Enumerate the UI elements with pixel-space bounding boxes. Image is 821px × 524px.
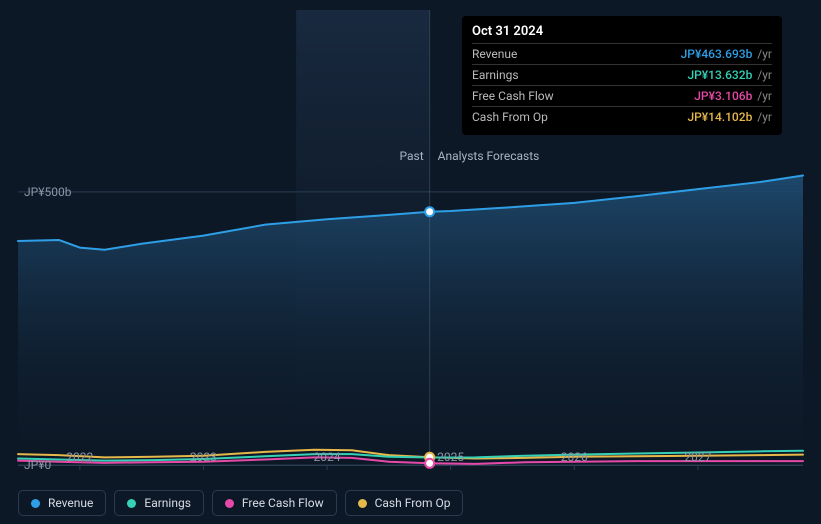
legend-item-label: Earnings bbox=[144, 496, 191, 510]
legend-item-revenue[interactable]: Revenue bbox=[18, 490, 106, 516]
y-axis-label: JP¥500b bbox=[24, 185, 71, 199]
tooltip-row-unit: /yr bbox=[754, 89, 772, 103]
tooltip-row-value: JP¥13.632b bbox=[687, 68, 752, 82]
tooltip-row: Free Cash Flow JP¥3.106b /yr bbox=[472, 85, 772, 106]
tooltip-row: Revenue JP¥463.693b /yr bbox=[472, 43, 772, 64]
past-section-label: Past bbox=[400, 149, 424, 163]
x-axis-tick: 2023 bbox=[190, 450, 217, 464]
tooltip-title: Oct 31 2024 bbox=[472, 24, 772, 39]
tooltip-row-value: JP¥463.693b bbox=[681, 47, 753, 61]
legend-item-earnings[interactable]: Earnings bbox=[114, 490, 204, 516]
x-axis-tick: 2027 bbox=[684, 450, 711, 464]
legend-item-label: Cash From Op bbox=[375, 496, 451, 510]
legend-swatch-icon bbox=[31, 499, 40, 508]
tooltip-row-label: Free Cash Flow bbox=[472, 89, 554, 103]
tooltip-row-unit: /yr bbox=[754, 68, 772, 82]
legend-item-label: Revenue bbox=[48, 496, 93, 510]
legend-item-cash_from_op[interactable]: Cash From Op bbox=[345, 490, 464, 516]
tooltip-row-label: Revenue bbox=[472, 47, 517, 61]
earnings-forecast-chart: JP¥500b JP¥0 Past Analysts Forecasts 202… bbox=[0, 0, 821, 524]
tooltip-row: Cash From Op JP¥14.102b /yr bbox=[472, 106, 772, 127]
tooltip-row-label: Earnings bbox=[472, 68, 519, 82]
legend-swatch-icon bbox=[127, 499, 136, 508]
tooltip-row: Earnings JP¥13.632b /yr bbox=[472, 64, 772, 85]
chart-tooltip: Oct 31 2024 RevenueJP¥463.693b /yrEarnin… bbox=[462, 16, 782, 135]
forecast-section-label: Analysts Forecasts bbox=[438, 149, 540, 163]
legend-item-fcf[interactable]: Free Cash Flow bbox=[212, 490, 337, 516]
tooltip-row-value: JP¥14.102b bbox=[687, 110, 752, 124]
x-axis-tick: 2022 bbox=[66, 450, 93, 464]
y-axis-label: JP¥0 bbox=[24, 458, 51, 472]
tooltip-row-value: JP¥3.106b bbox=[694, 89, 752, 103]
tooltip-row-unit: /yr bbox=[754, 110, 772, 124]
legend-item-label: Free Cash Flow bbox=[242, 496, 324, 510]
x-axis-tick: 2025 bbox=[437, 450, 464, 464]
x-axis-tick: 2026 bbox=[561, 450, 588, 464]
chart-legend: Revenue Earnings Free Cash Flow Cash From O… bbox=[18, 490, 463, 516]
legend-swatch-icon bbox=[225, 499, 234, 508]
tooltip-row-unit: /yr bbox=[754, 47, 772, 61]
x-axis-tick: 2024 bbox=[314, 450, 341, 464]
tooltip-row-label: Cash From Op bbox=[472, 110, 548, 124]
legend-swatch-icon bbox=[358, 499, 367, 508]
